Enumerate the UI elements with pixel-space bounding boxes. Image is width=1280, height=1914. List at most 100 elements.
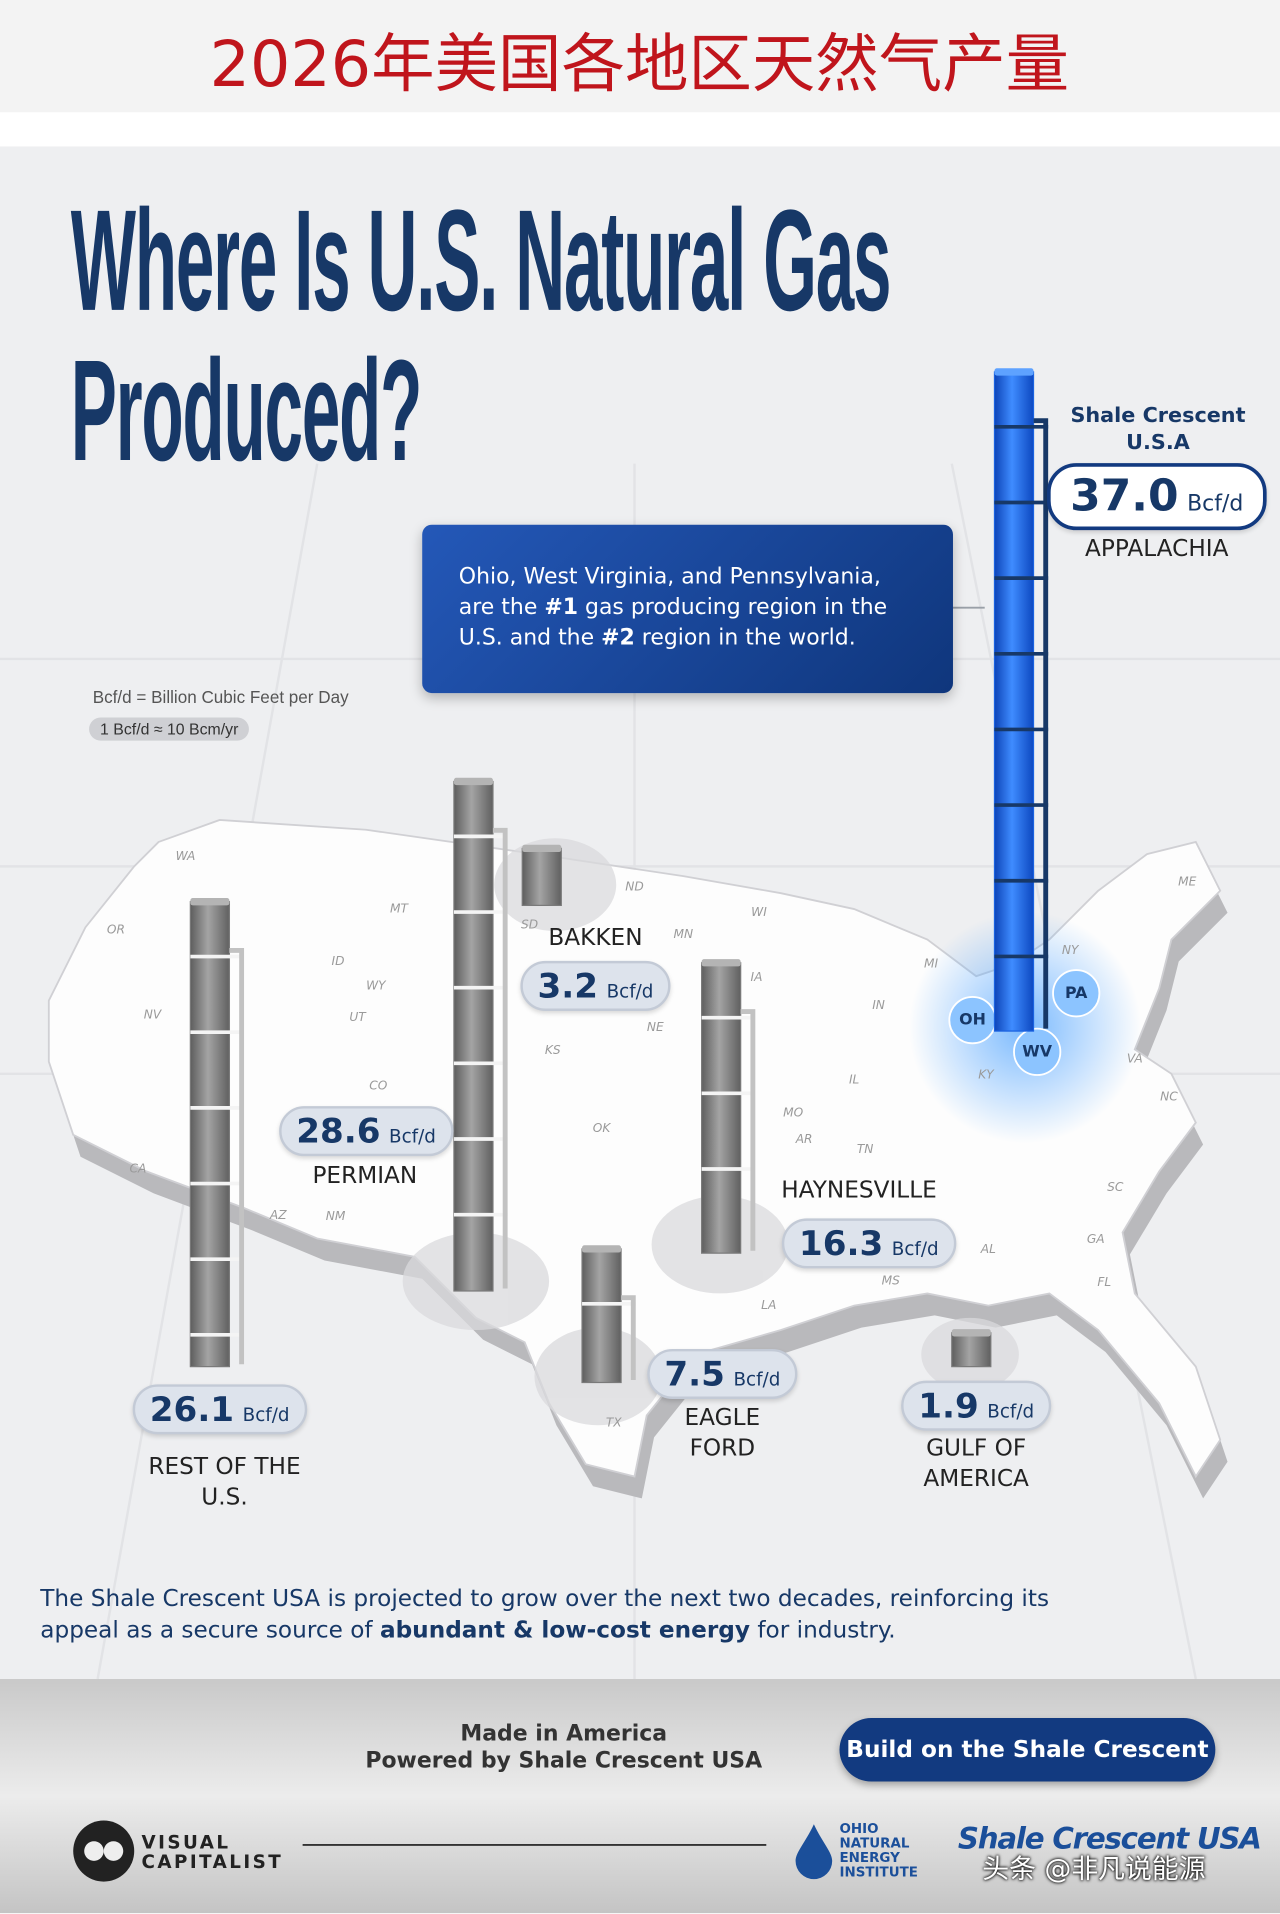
state-label: KY: [978, 1068, 995, 1082]
callout-line: Ohio, West Virginia, and Pennsylvania,: [459, 561, 953, 592]
conversion-note: 1 Bcf/d ≈ 10 Bcm/yr: [89, 717, 250, 741]
closing-emphasis: abundant & low-cost energy: [379, 1616, 751, 1644]
unit-label: Bcf/d: [891, 1237, 939, 1260]
vc-logo-text: VISUAL CAPITALIST: [141, 1831, 284, 1874]
state-label: GA: [1087, 1232, 1105, 1246]
closing-text: The Shale Crescent USA is projected to g…: [40, 1583, 1053, 1646]
state-label: SC: [1107, 1180, 1124, 1194]
state-label: MN: [673, 927, 693, 941]
value-pill: 3.2 Bcf/d: [520, 960, 671, 1011]
state-label: AZ: [269, 1208, 287, 1222]
state-label: MO: [783, 1105, 804, 1119]
column: [521, 844, 562, 907]
value-pill: 7.5 Bcf/d: [647, 1348, 798, 1399]
banner-title: 2026年美国各地区天然气产量: [209, 28, 1070, 102]
bar: [951, 1332, 992, 1368]
region-name: EAGLE FORD: [684, 1404, 761, 1462]
column-pipe: [1033, 418, 1049, 1029]
bar: [453, 780, 494, 1292]
powered-by: Powered by Shale Crescent USA: [365, 1747, 763, 1774]
bar: [189, 901, 231, 1368]
state-label: MI: [924, 956, 939, 970]
bar: [701, 962, 742, 1254]
state-label: OK: [593, 1121, 612, 1135]
value-pill: 16.3 Bcf/d: [781, 1218, 956, 1269]
state-label: MS: [882, 1274, 901, 1288]
region-name: HAYNESVILLE: [781, 1176, 937, 1204]
state-label: KS: [545, 1043, 561, 1057]
column: [189, 898, 245, 1368]
onei-logo: [795, 1824, 833, 1880]
state-label: MT: [390, 902, 410, 916]
state-label: NC: [1160, 1089, 1178, 1103]
value-label: 3.2: [537, 965, 599, 1007]
column-cap: [453, 777, 493, 786]
cta-button[interactable]: Build on the Shale Crescent: [839, 1718, 1216, 1782]
column-pipe: [740, 1009, 756, 1251]
column: [951, 1329, 992, 1368]
region-name: PERMIAN: [312, 1162, 418, 1190]
state-label: ME: [1178, 875, 1197, 889]
column-pipe: [621, 1295, 636, 1381]
onei-logo-text: OHIO NATURAL ENERGY INSTITUTE: [839, 1820, 918, 1881]
callout-line: U.S. and the #2 region in the world.: [459, 622, 953, 653]
watermark: 头条 @非凡说能源: [982, 1854, 1206, 1886]
state-label: ND: [625, 880, 644, 894]
state-label: UT: [349, 1010, 367, 1024]
value-label: 16.3: [798, 1223, 884, 1264]
closing-text-part: for industry.: [750, 1616, 896, 1644]
callout-text: are the: [458, 594, 545, 620]
closing-text-part: The Shale Crescent USA is projected to g…: [40, 1585, 1050, 1644]
state-highlight-label: OH: [959, 1010, 986, 1029]
column: [993, 368, 1049, 1032]
value-pill: 26.1 Bcf/d: [132, 1384, 307, 1435]
callout-text: gas producing region in the: [578, 594, 888, 620]
state-highlight-label: WV: [1022, 1041, 1052, 1060]
footer-bg: [0, 1679, 1280, 1914]
state-label: FL: [1097, 1275, 1111, 1289]
banner-bg: [0, 0, 1280, 113]
state-label: ID: [332, 954, 345, 968]
value-label: 26.1: [149, 1389, 235, 1430]
state-highlight: [1013, 1027, 1062, 1076]
state-label: CO: [369, 1078, 388, 1092]
highlight-label: Shale Crescent U.S.A: [1070, 403, 1246, 456]
value-label: 1.9: [918, 1385, 979, 1426]
state-label: SD: [521, 917, 538, 931]
state-label: WY: [366, 978, 387, 992]
column-pipe: [492, 827, 508, 1289]
region-name: GULF OF AMERICA: [923, 1434, 1029, 1493]
region-name: BAKKEN: [548, 924, 643, 952]
column: [453, 777, 508, 1292]
state-label: VA: [1127, 1052, 1143, 1066]
column-cap: [951, 1329, 991, 1337]
column-cap: [522, 844, 562, 853]
value-pill: 28.6 Bcf/d: [279, 1106, 454, 1157]
state-label: AR: [795, 1132, 813, 1146]
shale-crescent-logo: Shale Crescent USA: [957, 1821, 1262, 1856]
state-label: OR: [107, 922, 125, 936]
state-label: TN: [857, 1142, 874, 1156]
value-pill: 1.9 Bcf/d: [901, 1380, 1052, 1431]
unit-label: Bcf/d: [606, 980, 654, 1003]
column: [581, 1245, 636, 1384]
callout-text: region in the world.: [634, 624, 856, 651]
column-cap: [190, 898, 230, 906]
state-highlight: [1052, 969, 1101, 1018]
column-cap: [582, 1245, 622, 1253]
state-label: CA: [129, 1161, 146, 1175]
chart-title: Where Is U.S. Natural Gas Produced?: [70, 180, 892, 492]
state-label: WA: [176, 849, 196, 863]
state-label: WI: [751, 905, 767, 919]
callout-line: are the #1 gas producing region in the: [459, 592, 953, 623]
callout-text: U.S. and the: [458, 624, 602, 651]
unit-label: Bcf/d: [1187, 491, 1244, 517]
tagline: Made in America: [460, 1721, 668, 1747]
state-label: IA: [751, 970, 763, 984]
bar: [521, 847, 562, 907]
state-label: NE: [647, 1020, 664, 1034]
callout-text: Ohio, West Virginia, and Pennsylvania,: [458, 563, 881, 590]
unit-label: Bcf/d: [733, 1368, 781, 1391]
